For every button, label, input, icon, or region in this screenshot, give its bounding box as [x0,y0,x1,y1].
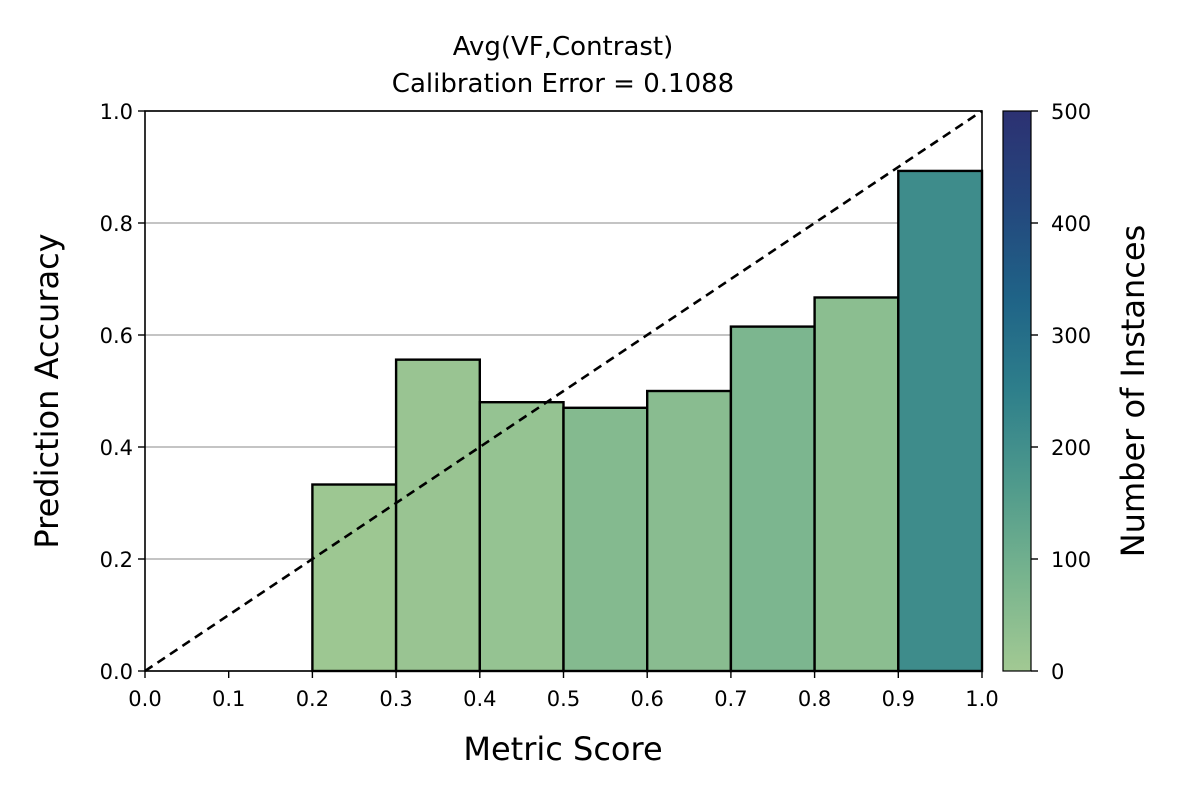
x-tick-label: 0.3 [379,687,412,711]
bar [646,389,733,673]
x-tick-label: 0.2 [296,687,329,711]
colorbar-tick-label: 300 [1051,324,1091,348]
y-tick-label: 0.8 [100,212,133,236]
bar [897,169,984,673]
x-tick-label: 0.4 [463,687,496,711]
x-axis-label: Metric Score [463,730,662,768]
colorbar-ticks: 0 100 200 300 400 500 [1031,100,1091,684]
x-tick-label: 0.1 [212,687,245,711]
bars [311,169,984,673]
x-tick-label: 0.6 [630,687,663,711]
bar [729,325,816,673]
colorbar-tick-label: 500 [1051,100,1091,124]
x-axis-ticks: 0.0 0.1 0.2 0.3 0.4 0.5 0.6 0.7 0.8 0.9 1.0 [128,671,999,711]
y-axis-label: Prediction Accuracy [28,233,66,548]
x-tick-label: 0.9 [882,687,915,711]
x-tick-label: 0.7 [714,687,747,711]
bar [813,296,900,673]
y-tick-label: 0.4 [100,436,133,460]
x-tick-label: 0.0 [128,687,161,711]
y-axis-ticks: 0.0 0.2 0.4 0.6 0.8 1.0 [100,100,145,684]
y-tick-label: 0.2 [100,548,133,572]
y-tick-label: 0.0 [100,660,133,684]
x-tick-label: 0.5 [547,687,580,711]
bar [562,406,649,673]
reference-diagonal [144,109,983,673]
bar [394,358,482,673]
diagonal-line [144,109,983,673]
colorbar [1002,110,1032,672]
colorbar-tick-label: 0 [1051,660,1064,684]
chart-subtitle: Calibration Error = 0.1088 [392,69,734,99]
colorbar-tick-label: 400 [1051,212,1091,236]
x-tick-label: 1.0 [965,687,998,711]
colorbar-tick-label: 200 [1051,436,1091,460]
x-tick-label: 0.8 [798,687,831,711]
colorbar-label: Number of Instances [1114,225,1152,558]
colorbar-tick-label: 100 [1051,548,1091,572]
bar [478,401,565,673]
chart-title: Avg(VF,Contrast) [453,32,674,62]
y-tick-label: 0.6 [100,324,133,348]
y-tick-label: 1.0 [100,100,133,124]
